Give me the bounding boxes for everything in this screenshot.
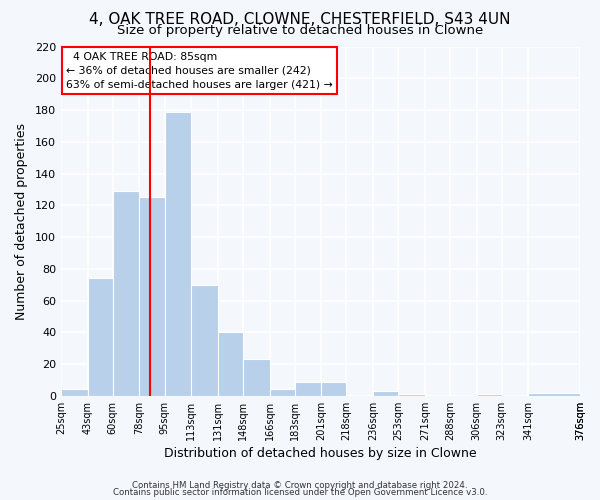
- Bar: [164, 112, 191, 396]
- Bar: [373, 391, 398, 396]
- Bar: [218, 332, 243, 396]
- Text: 4, OAK TREE ROAD, CLOWNE, CHESTERFIELD, S43 4UN: 4, OAK TREE ROAD, CLOWNE, CHESTERFIELD, …: [89, 12, 511, 28]
- Bar: [113, 191, 139, 396]
- Bar: [321, 382, 346, 396]
- X-axis label: Distribution of detached houses by size in Clowne: Distribution of detached houses by size …: [164, 447, 477, 460]
- Bar: [88, 278, 113, 396]
- Y-axis label: Number of detached properties: Number of detached properties: [15, 122, 28, 320]
- Bar: [139, 198, 164, 396]
- Bar: [61, 390, 88, 396]
- Bar: [398, 394, 425, 396]
- Text: Contains HM Land Registry data © Crown copyright and database right 2024.: Contains HM Land Registry data © Crown c…: [132, 480, 468, 490]
- Text: Contains public sector information licensed under the Open Government Licence v3: Contains public sector information licen…: [113, 488, 487, 497]
- Bar: [243, 360, 269, 396]
- Bar: [191, 284, 218, 396]
- Bar: [295, 382, 321, 396]
- Bar: [269, 390, 295, 396]
- Text: Size of property relative to detached houses in Clowne: Size of property relative to detached ho…: [117, 24, 483, 37]
- Bar: [476, 394, 502, 396]
- Text: 4 OAK TREE ROAD: 85sqm
← 36% of detached houses are smaller (242)
63% of semi-de: 4 OAK TREE ROAD: 85sqm ← 36% of detached…: [66, 52, 333, 90]
- Bar: [528, 392, 580, 396]
